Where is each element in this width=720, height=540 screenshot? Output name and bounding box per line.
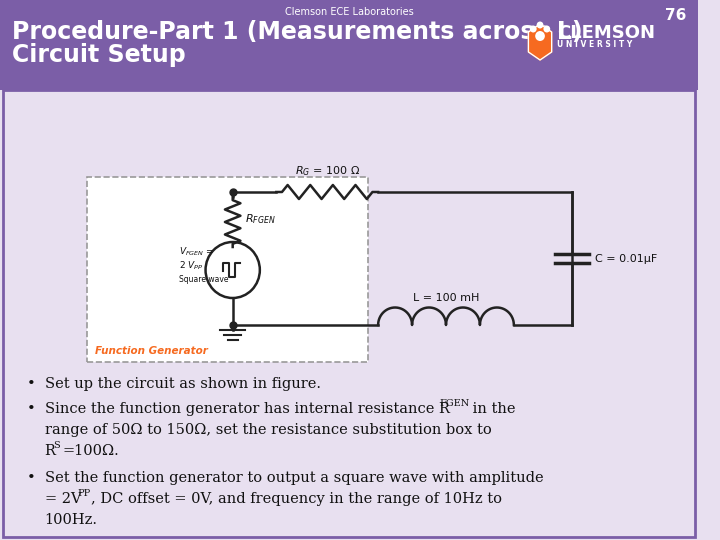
Text: $V_{FGEN}$ =: $V_{FGEN}$ = bbox=[179, 246, 215, 258]
Text: C = 0.01μF: C = 0.01μF bbox=[595, 253, 657, 264]
Text: S: S bbox=[53, 441, 60, 450]
Circle shape bbox=[544, 25, 550, 32]
Text: •  Set up the circuit as shown in figure.: • Set up the circuit as shown in figure. bbox=[27, 377, 321, 391]
Text: 2 $V_{PP}$: 2 $V_{PP}$ bbox=[179, 260, 204, 272]
FancyBboxPatch shape bbox=[87, 177, 369, 362]
Text: , DC offset = 0V, and frequency in the range of 10Hz to: , DC offset = 0V, and frequency in the r… bbox=[91, 492, 502, 506]
Circle shape bbox=[535, 31, 545, 41]
Text: Square wave: Square wave bbox=[179, 275, 229, 285]
Text: •  Set the function generator to output a square wave with amplitude: • Set the function generator to output a… bbox=[27, 471, 544, 485]
Circle shape bbox=[530, 25, 536, 32]
Text: Function Generator: Function Generator bbox=[95, 346, 208, 356]
Text: 76: 76 bbox=[665, 8, 686, 23]
Text: L = 100 mH: L = 100 mH bbox=[413, 293, 480, 303]
Text: Circuit Setup: Circuit Setup bbox=[12, 43, 185, 67]
Text: •  Since the function generator has internal resistance R: • Since the function generator has inter… bbox=[27, 402, 450, 416]
Text: FGEN: FGEN bbox=[439, 399, 469, 408]
Text: $R_{FGEN}$: $R_{FGEN}$ bbox=[246, 212, 276, 226]
FancyBboxPatch shape bbox=[0, 0, 698, 90]
Text: =100Ω.: =100Ω. bbox=[62, 444, 119, 458]
Text: 100Hz.: 100Hz. bbox=[45, 513, 98, 527]
Text: range of 50Ω to 150Ω, set the resistance substitution box to: range of 50Ω to 150Ω, set the resistance… bbox=[45, 423, 491, 437]
Circle shape bbox=[205, 242, 260, 298]
Text: $R_G$ = 100 Ω: $R_G$ = 100 Ω bbox=[294, 164, 360, 178]
Text: PP: PP bbox=[78, 489, 91, 498]
Text: U N I V E R S I T Y: U N I V E R S I T Y bbox=[557, 40, 633, 49]
Circle shape bbox=[536, 22, 544, 29]
Polygon shape bbox=[528, 24, 552, 60]
Text: = 2V: = 2V bbox=[45, 492, 81, 506]
Text: Procedure-Part 1 (Measurements across L): Procedure-Part 1 (Measurements across L) bbox=[12, 20, 582, 44]
Text: R: R bbox=[45, 444, 55, 458]
Text: Clemson ECE Laboratories: Clemson ECE Laboratories bbox=[284, 7, 413, 17]
FancyBboxPatch shape bbox=[3, 90, 696, 537]
Text: in the: in the bbox=[468, 402, 516, 416]
Text: CLEMSON: CLEMSON bbox=[557, 24, 655, 42]
